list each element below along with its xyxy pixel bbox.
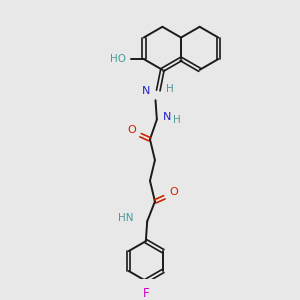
Text: H: H: [173, 115, 181, 125]
Text: H: H: [166, 84, 174, 94]
Text: F: F: [142, 286, 149, 300]
Text: N: N: [142, 86, 151, 96]
Text: O: O: [169, 187, 178, 197]
Text: HO: HO: [110, 54, 126, 64]
Text: O: O: [127, 125, 136, 135]
Text: HN: HN: [118, 213, 134, 223]
Text: N: N: [163, 112, 172, 122]
